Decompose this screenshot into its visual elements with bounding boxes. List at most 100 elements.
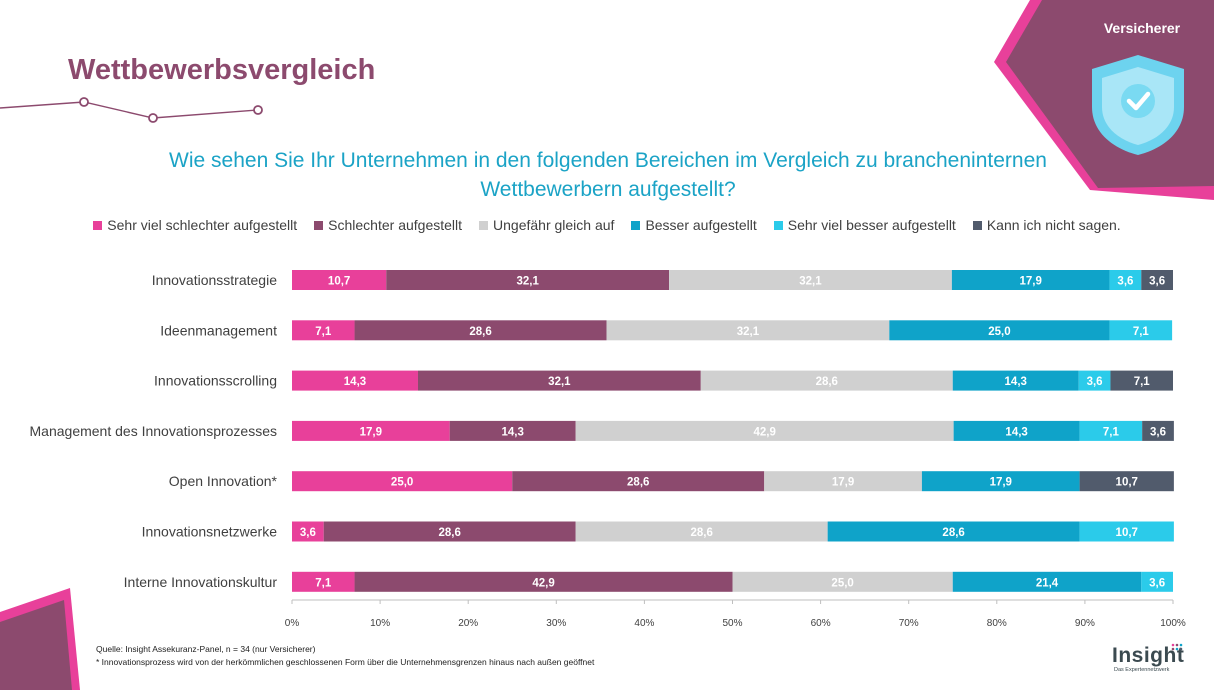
logo-dots-icon bbox=[1171, 643, 1183, 651]
data-label: 32,1 bbox=[548, 376, 571, 388]
data-label: 3,6 bbox=[1117, 276, 1133, 288]
data-label: 7,1 bbox=[1133, 326, 1150, 338]
bar-segment bbox=[354, 320, 607, 341]
data-label: 14,3 bbox=[1005, 376, 1027, 388]
data-label: 17,9 bbox=[990, 477, 1012, 489]
x-tick-label: 80% bbox=[987, 618, 1007, 629]
bar-segment bbox=[889, 320, 1110, 341]
x-tick-label: 60% bbox=[811, 618, 831, 629]
legend-label: Kann ich nicht sagen. bbox=[986, 217, 1121, 233]
legend-label: Sehr viel schlechter aufgestellt bbox=[107, 217, 298, 233]
bar-segment bbox=[1079, 521, 1174, 542]
data-label: 28,6 bbox=[627, 477, 649, 489]
logo-text: Insight bbox=[1112, 644, 1185, 667]
data-label: 28,6 bbox=[439, 527, 461, 539]
data-label: 25,0 bbox=[831, 577, 853, 589]
bar-segment bbox=[732, 571, 953, 592]
legend-label: Sehr viel besser aufgestellt bbox=[787, 217, 956, 233]
bar-segment bbox=[1109, 320, 1173, 341]
bar-segment bbox=[575, 420, 954, 441]
bar-segment bbox=[1078, 370, 1111, 391]
corner-decoration-bottom-left bbox=[0, 588, 80, 690]
bar-segment bbox=[323, 521, 576, 542]
bar-segment bbox=[292, 420, 450, 441]
data-label: 17,9 bbox=[360, 426, 382, 438]
bar-segment bbox=[1142, 420, 1174, 441]
legend-swatch bbox=[631, 220, 641, 230]
data-label: 28,6 bbox=[942, 527, 964, 539]
data-label: 3,6 bbox=[300, 527, 316, 539]
data-label: 25,0 bbox=[391, 477, 413, 489]
x-tick-label: 70% bbox=[899, 618, 919, 629]
data-label: 28,6 bbox=[816, 376, 838, 388]
bar-segment bbox=[827, 521, 1080, 542]
data-label: 14,3 bbox=[1005, 426, 1027, 438]
data-label: 3,6 bbox=[1150, 426, 1166, 438]
data-label: 7,1 bbox=[1134, 376, 1151, 388]
bar-segment bbox=[449, 420, 576, 441]
legend-item: Kann ich nicht sagen. bbox=[972, 217, 1121, 233]
legend-swatch bbox=[773, 220, 783, 230]
bar-segment bbox=[1079, 420, 1143, 441]
badge-label: Versicherer bbox=[1103, 20, 1181, 36]
bar-segment bbox=[953, 420, 1080, 441]
bar-segment bbox=[1110, 370, 1173, 391]
bar-segment bbox=[669, 270, 952, 290]
x-tick-label: 20% bbox=[458, 618, 478, 629]
bar-segment bbox=[951, 270, 1110, 290]
bar-segment bbox=[292, 521, 324, 542]
data-label: 32,1 bbox=[516, 276, 539, 288]
data-label: 7,1 bbox=[1103, 426, 1120, 438]
x-tick-label: 90% bbox=[1075, 618, 1095, 629]
x-tick-label: 10% bbox=[370, 618, 390, 629]
bar-segment bbox=[606, 320, 890, 341]
question-line-2: Wettbewerbern aufgestellt? bbox=[480, 178, 736, 201]
legend-swatch bbox=[479, 220, 489, 230]
legend-swatch bbox=[314, 220, 324, 230]
category-label: Management des Innovationsprozesses bbox=[30, 423, 277, 439]
data-label: 10,7 bbox=[1116, 477, 1138, 489]
data-label: 42,9 bbox=[532, 577, 554, 589]
x-tick-label: 0% bbox=[285, 618, 300, 629]
category-label: Interne Innovationskultur bbox=[124, 574, 278, 590]
bar-segment bbox=[952, 370, 1079, 391]
legend-item: Schlechter aufgestellt bbox=[314, 217, 462, 233]
bar-segment bbox=[1079, 471, 1174, 492]
bar-segment bbox=[417, 370, 701, 391]
category-label: Innovationsscrolling bbox=[154, 373, 277, 389]
bar-segment bbox=[764, 471, 922, 492]
data-label: 21,4 bbox=[1036, 577, 1059, 589]
category-label: Open Innovation* bbox=[169, 473, 278, 489]
legend-item: Sehr viel besser aufgestellt bbox=[773, 217, 956, 233]
data-label: 17,9 bbox=[832, 477, 854, 489]
footnote: Quelle: Insight Assekuranz-Panel, n = 34… bbox=[96, 643, 594, 669]
bar-segment bbox=[292, 571, 355, 592]
bar-segment bbox=[952, 571, 1142, 592]
data-label: 7,1 bbox=[315, 577, 332, 589]
category-label: Innovationsnetzwerke bbox=[142, 524, 278, 540]
legend-label: Ungefähr gleich auf bbox=[493, 217, 615, 233]
x-tick-label: 30% bbox=[546, 618, 566, 629]
category-label: Ideenmanagement bbox=[160, 322, 277, 338]
bar-segment bbox=[575, 521, 828, 542]
bar-segment bbox=[386, 270, 670, 290]
x-tick-label: 50% bbox=[722, 618, 742, 629]
data-label: 32,1 bbox=[799, 276, 822, 288]
x-tick-label: 100% bbox=[1160, 618, 1186, 629]
bar-segment bbox=[1141, 571, 1173, 592]
category-label: Innovationsstrategie bbox=[152, 272, 278, 288]
bar-segment bbox=[1141, 270, 1173, 290]
bar-segment bbox=[292, 270, 387, 290]
data-label: 25,0 bbox=[988, 326, 1010, 338]
insight-logo: Insight Das Expertennetzwerk bbox=[1112, 643, 1185, 673]
legend-label: Besser aufgestellt bbox=[645, 217, 757, 233]
page-title: Wettbewerbsvergleich bbox=[68, 54, 376, 86]
data-label: 17,9 bbox=[1020, 276, 1042, 288]
legend-label: Schlechter aufgestellt bbox=[328, 217, 463, 233]
data-label: 3,6 bbox=[1149, 577, 1165, 589]
data-label: 32,1 bbox=[737, 326, 760, 338]
bar-segment bbox=[700, 370, 953, 391]
data-label: 3,6 bbox=[1149, 276, 1165, 288]
bar-segment bbox=[921, 471, 1080, 492]
